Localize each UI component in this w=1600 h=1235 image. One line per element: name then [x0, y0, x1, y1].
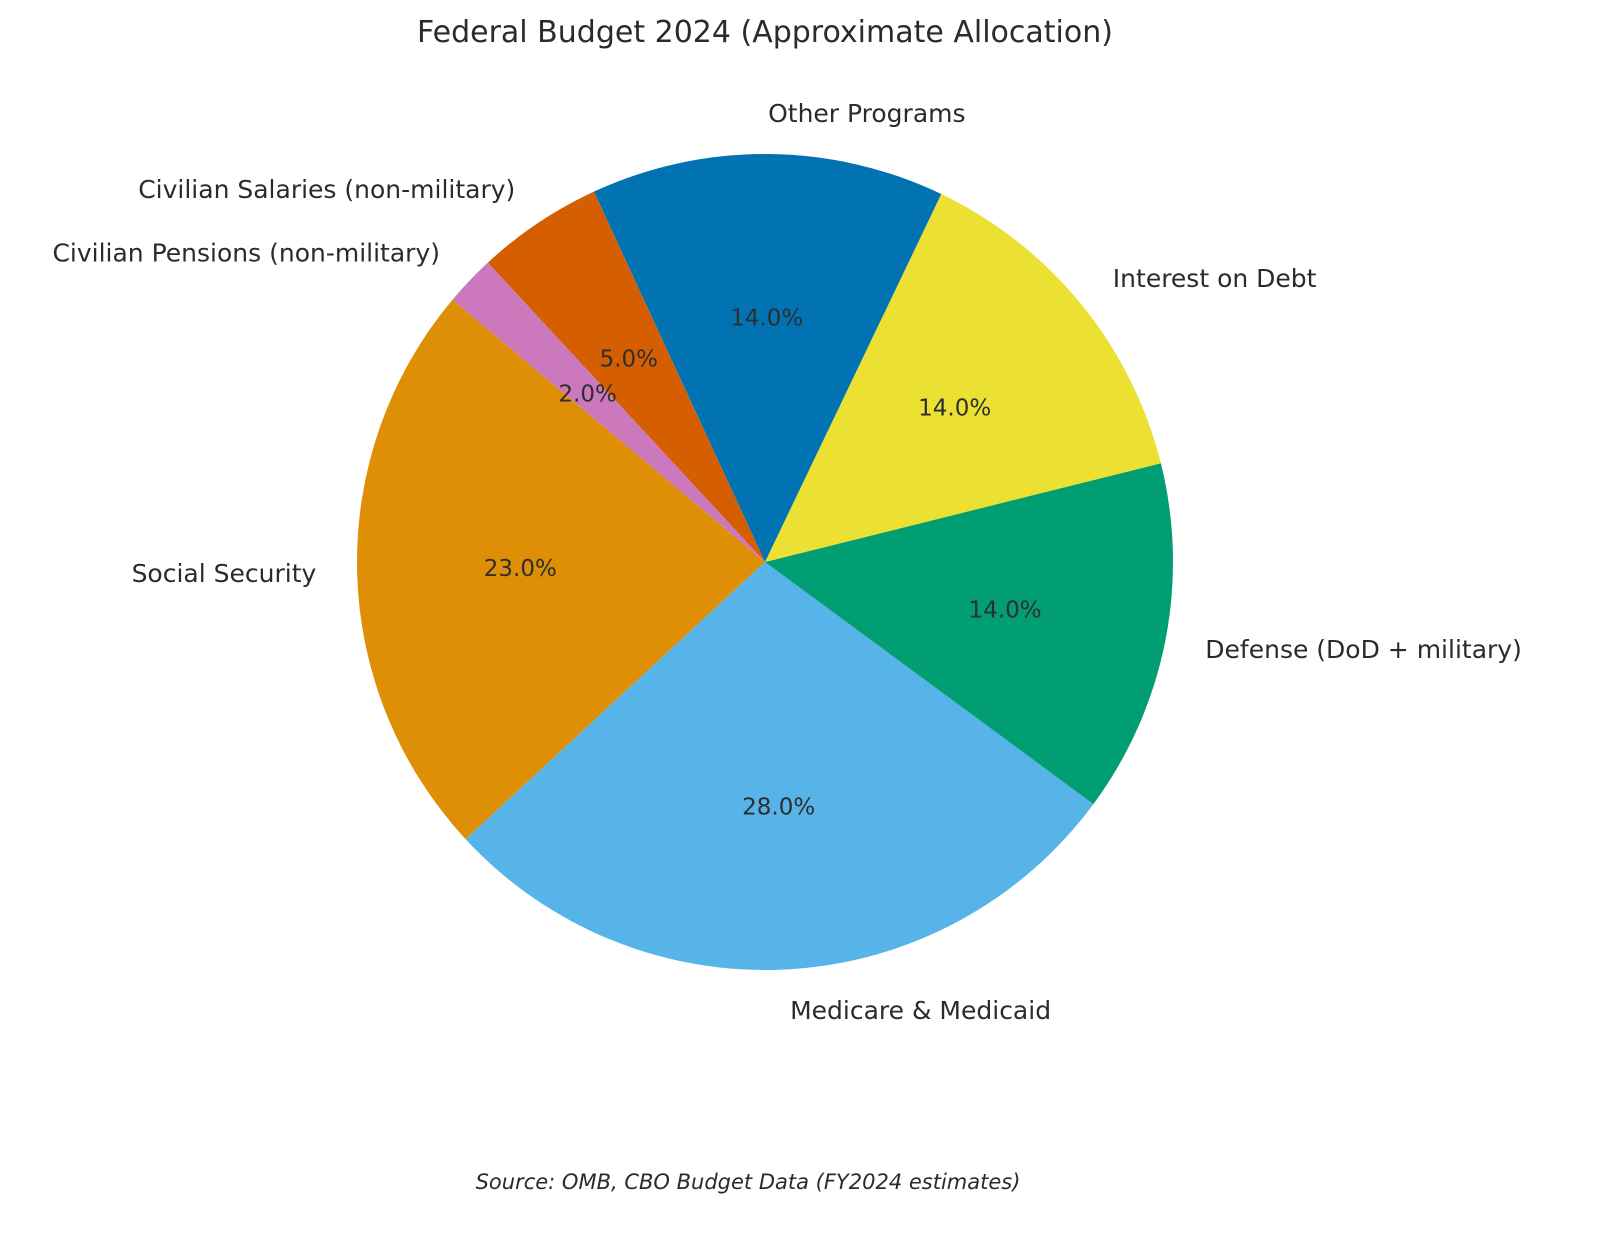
pie-slice-other-programs	[593, 153, 942, 563]
pie-slice-medicare-medicaid	[465, 562, 1094, 970]
pie-slice-civilian-salaries	[487, 191, 765, 562]
pct-label-other-programs: 14.0%	[730, 305, 803, 331]
slice-label-civilian-pensions: Civilian Pensions (non-military)	[52, 238, 440, 267]
slice-label-other-programs: Other Programs	[768, 99, 965, 128]
pie-slice-civilian-pensions	[452, 262, 765, 562]
pie-slice-defense	[765, 463, 1173, 805]
pct-label-defense: 14.0%	[969, 598, 1042, 624]
pie-slice-social-security	[356, 299, 765, 840]
source-caption: Source: OMB, CBO Budget Data (FY2024 est…	[476, 1170, 1021, 1194]
pct-label-interest-on-debt: 14.0%	[918, 395, 991, 421]
slice-label-medicare-medicaid: Medicare & Medicaid	[790, 996, 1051, 1025]
pie-labels-group: 23.0% Social Security 28.0% Medicare & Medi…	[52, 99, 1521, 1025]
chart-title: Federal Budget 2024 (Approximate Allocat…	[417, 15, 1113, 50]
pct-label-social-security: 23.0%	[484, 556, 557, 582]
slice-label-defense: Defense (DoD + military)	[1205, 635, 1522, 664]
slice-label-interest-on-debt: Interest on Debt	[1113, 264, 1317, 293]
pie-slices-group	[356, 153, 1173, 970]
pct-label-civilian-pensions: 2.0%	[558, 381, 616, 407]
pct-label-civilian-salaries: 5.0%	[600, 347, 658, 373]
pie-slice-interest-on-debt	[765, 194, 1161, 563]
slice-label-social-security: Social Security	[132, 559, 317, 588]
slice-label-civilian-salaries: Civilian Salaries (non-military)	[138, 175, 515, 204]
pct-label-medicare-medicaid: 28.0%	[742, 794, 815, 820]
